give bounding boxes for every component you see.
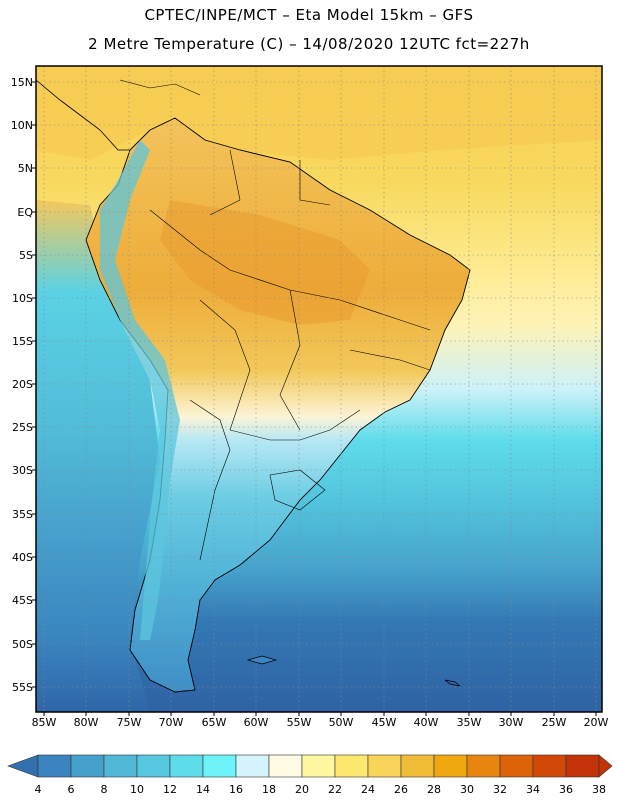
lon-label-55w: 55W [286, 716, 312, 729]
colorbar [7, 754, 613, 778]
colorbar-swatch [367, 754, 402, 778]
colorbar-label: 4 [34, 783, 42, 796]
colorbar-label: 6 [67, 783, 75, 796]
lon-label-70w: 70W [158, 716, 184, 729]
lat-label-40s: 40S [12, 551, 33, 564]
lon-label-25w: 25W [541, 716, 567, 729]
colorbar-label: 14 [196, 783, 210, 796]
colorbar-arrow-left [7, 754, 39, 778]
colorbar-label: 8 [100, 783, 108, 796]
map-title: CPTEC/INPE/MCT – Eta Model 15km – GFS [144, 6, 474, 24]
falkland-islands [246, 655, 278, 665]
colorbar-swatch [235, 754, 270, 778]
colorbar-label: 36 [559, 783, 573, 796]
colorbar-swatch [433, 754, 468, 778]
lon-label-40w: 40W [413, 716, 439, 729]
colorbar-label: 18 [262, 783, 276, 796]
colorbar-label: 26 [394, 783, 408, 796]
lat-label-45s: 45S [12, 594, 33, 607]
colorbar-swatch [37, 754, 72, 778]
lon-label-65w: 65W [201, 716, 227, 729]
colorbar-label: 16 [229, 783, 243, 796]
colorbar-arrow-right [598, 754, 613, 778]
colorbar-label: 34 [526, 783, 540, 796]
colorbar-label: 32 [493, 783, 507, 796]
colorbar-swatch [70, 754, 105, 778]
lat-label-25s: 25S [12, 421, 33, 434]
amazon-warm-zone [160, 200, 370, 325]
lat-label-15s: 15S [12, 335, 33, 348]
lat-label-30s: 30S [12, 464, 33, 477]
lon-label-35w: 35W [456, 716, 482, 729]
lon-label-85w: 85W [31, 716, 57, 729]
lon-label-75w: 75W [116, 716, 142, 729]
colorbar-swatch [103, 754, 138, 778]
colorbar-swatch [499, 754, 534, 778]
lon-label-45w: 45W [371, 716, 397, 729]
lat-label-5s: 5S [19, 249, 33, 262]
lat-label-15n: 15N [10, 76, 33, 89]
caribbean-islands [119, 79, 201, 96]
axis-ticks [32, 81, 597, 716]
lat-label-10s: 10S [12, 292, 33, 305]
lon-label-60w: 60W [243, 716, 269, 729]
colorbar-label: 38 [592, 783, 606, 796]
colorbar-swatch [334, 754, 369, 778]
lon-label-80w: 80W [73, 716, 99, 729]
colorbar-swatch [301, 754, 336, 778]
lat-label-35s: 35S [12, 508, 33, 521]
lat-label-5n: 5N [17, 162, 33, 175]
colorbar-label: 24 [361, 783, 375, 796]
central-america-coast [36, 79, 130, 151]
colorbar-swatch [532, 754, 567, 778]
map-frame [35, 65, 603, 713]
lon-label-50w: 50W [328, 716, 354, 729]
colorbar-label: 10 [130, 783, 144, 796]
colorbar-swatch [466, 754, 501, 778]
colorbar-label: 12 [163, 783, 177, 796]
lon-label-30w: 30W [498, 716, 524, 729]
colorbar-label: 28 [427, 783, 441, 796]
map-panel [36, 66, 602, 712]
colorbar-swatch [400, 754, 435, 778]
lat-label-50s: 50S [12, 638, 33, 651]
colorbar-swatch [169, 754, 204, 778]
lat-label-20s: 20S [12, 378, 33, 391]
andes-cool-strip [100, 140, 180, 640]
map-subtitle: 2 Metre Temperature (C) – 14/08/2020 12U… [88, 35, 530, 53]
colorbar-label: 30 [460, 783, 474, 796]
lat-label-eq: EQ [17, 206, 33, 219]
colorbar-label: 22 [328, 783, 342, 796]
colorbar-label: 20 [295, 783, 309, 796]
country-borders [149, 149, 431, 561]
lat-label-55s: 55S [12, 681, 33, 694]
lon-label-20w: 20W [583, 716, 609, 729]
colorbar-swatch [565, 754, 600, 778]
colorbar-swatch [268, 754, 303, 778]
lat-label-10n: 10N [10, 119, 33, 132]
colorbar-swatch [202, 754, 237, 778]
south-georgia [444, 679, 461, 687]
colorbar-swatch [136, 754, 171, 778]
